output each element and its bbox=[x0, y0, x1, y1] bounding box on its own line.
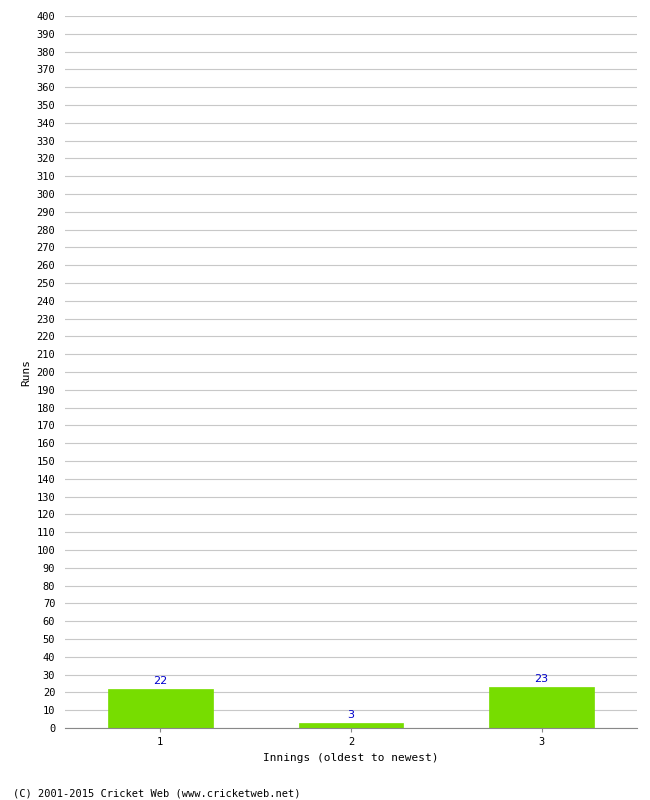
Text: (C) 2001-2015 Cricket Web (www.cricketweb.net): (C) 2001-2015 Cricket Web (www.cricketwe… bbox=[13, 788, 300, 798]
Bar bbox=[108, 689, 213, 728]
Bar bbox=[298, 722, 404, 728]
Bar bbox=[489, 687, 594, 728]
Text: 3: 3 bbox=[348, 710, 354, 720]
Text: 23: 23 bbox=[534, 674, 549, 684]
Y-axis label: Runs: Runs bbox=[21, 358, 31, 386]
Text: 22: 22 bbox=[153, 676, 168, 686]
X-axis label: Innings (oldest to newest): Innings (oldest to newest) bbox=[263, 753, 439, 762]
